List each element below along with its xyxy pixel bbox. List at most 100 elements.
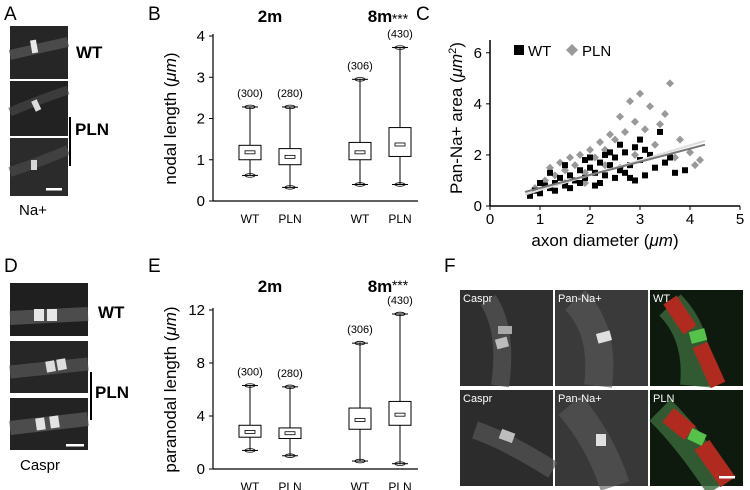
point-wt <box>537 180 543 187</box>
point-pln <box>656 120 664 129</box>
legend-marker-wt <box>514 45 524 55</box>
point-pln <box>666 79 674 88</box>
point-pln <box>651 140 659 149</box>
median-marker <box>354 150 366 155</box>
n-label: (300) <box>237 88 263 100</box>
legend-marker-pln <box>566 44 578 56</box>
x-tick-label: 1 <box>536 211 544 228</box>
fit-line-pln <box>524 143 706 193</box>
point-pln <box>546 163 554 172</box>
panel-d-label-wt: WT <box>98 303 125 322</box>
panel-d-micrographs <box>9 283 89 450</box>
x-tick-label: 5 <box>736 211 744 228</box>
category-label: WT <box>241 480 260 490</box>
median-marker <box>284 431 296 436</box>
point-pln <box>676 135 684 144</box>
point-wt <box>627 174 633 181</box>
box-iqr <box>388 127 412 157</box>
point-wt <box>542 182 548 189</box>
x-tick-label: 3 <box>636 211 644 228</box>
median-marker <box>244 150 256 155</box>
panel-f-label-wt: WT <box>653 293 670 305</box>
outlier-min <box>354 182 366 187</box>
y-tick-label: 4 <box>197 408 205 425</box>
outlier-max <box>354 77 366 82</box>
y-tick-label: 0 <box>197 461 205 478</box>
point-wt <box>597 180 603 187</box>
point-wt <box>682 167 688 174</box>
point-pln <box>611 135 619 144</box>
scale-bar <box>66 444 84 447</box>
box-8m-pln: (430) PLN <box>387 29 413 226</box>
panel-f-label-pln: PLN <box>653 393 674 405</box>
point-pln <box>646 102 654 111</box>
median-marker <box>284 154 296 159</box>
point-wt <box>567 172 573 179</box>
panel-f-label-na-2: Pan-Na+ <box>558 393 602 405</box>
n-label: (280) <box>277 368 303 380</box>
n-label: (306) <box>347 324 373 336</box>
panel-a-stain-label: Na+ <box>19 202 47 219</box>
category-label: WT <box>351 212 370 226</box>
category-label: PLN <box>278 212 301 226</box>
point-wt <box>617 167 623 174</box>
point-wt <box>607 149 613 156</box>
panel-f-label-caspr-1: Caspr <box>463 293 493 305</box>
panel-f-label-caspr-2: Caspr <box>463 393 493 405</box>
legend-label-wt: WT <box>528 43 551 60</box>
panel-a-letter: A <box>4 4 17 25</box>
point-pln <box>661 110 669 119</box>
median-marker <box>394 142 406 147</box>
category-label: PLN <box>388 480 411 490</box>
point-wt <box>667 154 673 161</box>
box-2m-pln: (280) PLN <box>277 368 303 490</box>
y-tick-label: 3 <box>197 69 205 86</box>
scale-bar <box>46 188 62 191</box>
point-wt <box>632 177 638 184</box>
panel-d-stain-label: Caspr <box>20 457 60 474</box>
point-wt <box>672 169 678 176</box>
chart-na-area-vs-diameter: 0 1 2 3 4 5 0 2 4 6 axon diameter (μm) Pan-Na+ area… <box>447 40 744 250</box>
y-tick-label: 4 <box>197 28 205 45</box>
x-axis-label: axon diameter (μm) <box>531 231 678 250</box>
point-wt <box>577 180 583 187</box>
x-tick-label: 4 <box>686 211 694 228</box>
point-wt <box>602 151 608 158</box>
box-2m-wt: (300) WT <box>237 88 263 226</box>
outlier-max <box>394 45 406 50</box>
category-label: PLN <box>388 212 411 226</box>
median-marker <box>354 418 366 422</box>
point-wt <box>552 187 558 194</box>
y-tick-label: 2 <box>197 111 205 128</box>
point-wt <box>577 167 583 174</box>
outlier-min <box>394 461 406 466</box>
median-marker <box>244 429 256 434</box>
outlier-max <box>244 383 256 388</box>
outlier-max <box>284 384 296 390</box>
point-pln <box>686 148 694 157</box>
point-pln <box>596 138 604 147</box>
category-label: WT <box>351 480 370 490</box>
point-pln <box>606 130 614 139</box>
group-title: 2m <box>258 7 283 26</box>
y-tick-label: 1 <box>197 152 205 169</box>
point-pln <box>561 166 569 175</box>
outlier-min <box>244 448 256 453</box>
y-tick-label: 12 <box>188 302 205 319</box>
point-pln <box>691 161 699 170</box>
point-wt <box>592 182 598 189</box>
panel-b-letter: B <box>148 4 161 25</box>
point-wt <box>582 157 588 164</box>
chart-paranodal-length: 0 4 8 12 paranodal length (μm) 2m 8m (300) WT (28… <box>161 277 418 490</box>
panel-c-letter: C <box>416 4 430 25</box>
significance-stars: *** <box>392 277 409 293</box>
point-pln <box>576 150 584 159</box>
box-8m-wt: (306) WT <box>347 324 373 490</box>
point-wt <box>562 182 568 189</box>
panel-d-label-pln: PLN <box>95 383 129 402</box>
panel-e-letter: E <box>148 256 161 277</box>
point-wt <box>587 154 593 161</box>
n-label: (300) <box>237 367 263 379</box>
point-pln <box>696 156 704 165</box>
n-label: (430) <box>387 295 413 307</box>
